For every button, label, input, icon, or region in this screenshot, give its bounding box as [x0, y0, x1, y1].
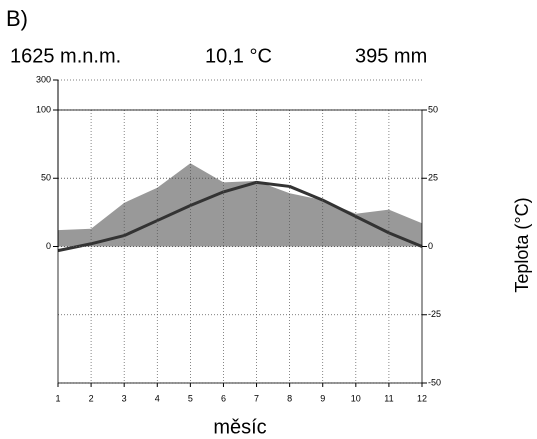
- y2-tick-label: -50: [428, 377, 441, 387]
- x-tick-label: 12: [417, 393, 427, 403]
- x-tick-label: 11: [384, 393, 393, 403]
- y2-tick-label: 25: [428, 173, 438, 183]
- y2-tick-label: 50: [428, 104, 438, 114]
- y-tick-label: 300: [36, 74, 51, 84]
- x-tick-label: 4: [155, 393, 160, 403]
- x-tick-label: 10: [351, 393, 361, 403]
- x-tick-label: 5: [188, 393, 193, 403]
- x-axis-label: měsíc: [213, 416, 266, 438]
- x-tick-label: 2: [89, 393, 94, 403]
- x-tick-label: 9: [320, 393, 325, 403]
- y2-tick-label: -25: [428, 309, 441, 319]
- panel-label: B): [6, 6, 28, 31]
- x-tick-label: 1: [55, 393, 60, 403]
- mean-temperature: 10,1 °C: [205, 45, 272, 67]
- y2-axis-label: Teplota (°C): [512, 197, 532, 292]
- x-tick-label: 7: [254, 393, 259, 403]
- y-tick-label: 50: [41, 173, 51, 183]
- precipitation-area: [58, 163, 422, 247]
- temperature-line: [57, 180, 423, 253]
- y-tick-label: 100: [36, 104, 51, 114]
- y-tick-label: 0: [46, 241, 51, 251]
- x-tick-label: 3: [122, 393, 127, 403]
- x-tick-label: 8: [287, 393, 292, 403]
- x-tick-label: 6: [221, 393, 226, 403]
- plot-frame: [57, 109, 423, 384]
- annual-precipitation: 395 mm: [355, 45, 427, 67]
- altitude: 1625 m.n.m.: [10, 45, 121, 67]
- y2-tick-label: 0: [428, 241, 433, 251]
